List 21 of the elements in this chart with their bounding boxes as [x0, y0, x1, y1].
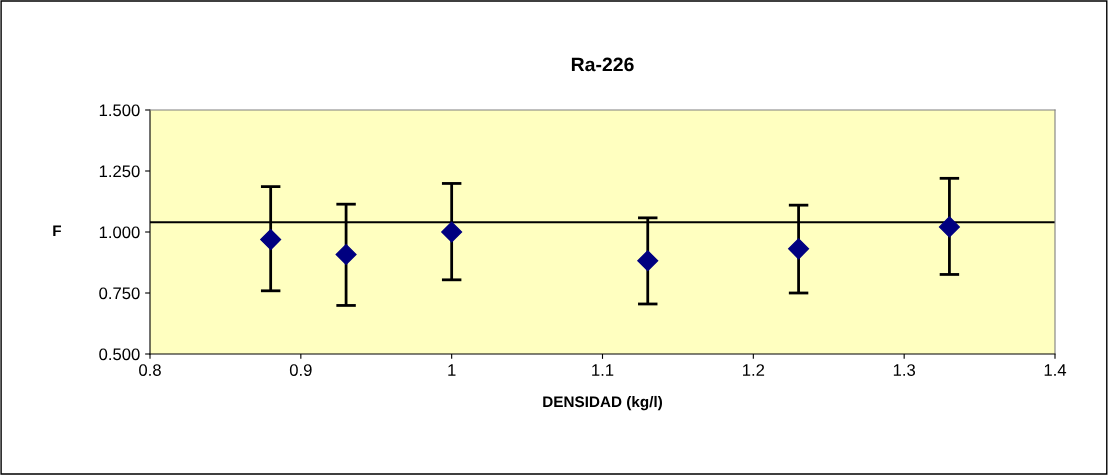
y-tick-label: 1.500 — [99, 104, 140, 117]
point — [335, 243, 357, 265]
point — [260, 229, 282, 251]
chart-title: Ra-226 — [571, 57, 634, 72]
point — [637, 250, 659, 272]
x-axis-title: DENSIDAD (kg/l) — [543, 395, 663, 411]
x-tick-label: 1 — [448, 364, 456, 376]
point — [441, 221, 463, 243]
x-tick-label: 1.2 — [743, 364, 765, 376]
x-tick-label: 1.4 — [1044, 364, 1067, 376]
x-tick-label: 1.1 — [592, 364, 614, 376]
x-tick-label: 1.3 — [893, 364, 916, 376]
x-tick-label: 0.9 — [289, 364, 312, 376]
point — [788, 238, 810, 260]
x-tick-label: 0.8 — [139, 364, 161, 376]
point — [938, 216, 960, 238]
y-tick-label: 0.750 — [99, 287, 140, 300]
y-axis-title: F — [53, 225, 62, 236]
y-tick-label: 1.250 — [99, 165, 140, 178]
y-tick-label: 0.500 — [99, 348, 140, 361]
y-tick-label: 1.000 — [99, 226, 140, 239]
